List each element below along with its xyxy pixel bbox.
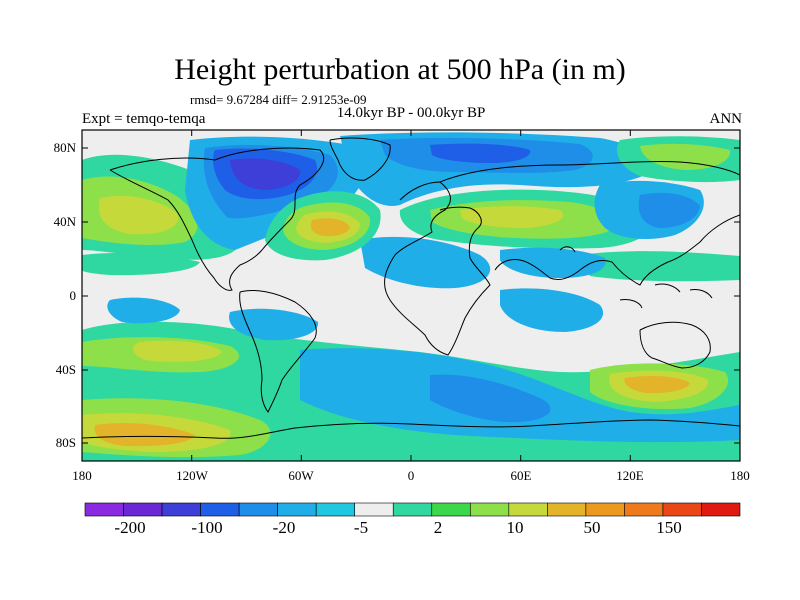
- coast-asia: [439, 161, 740, 286]
- east-pacific-negative: [107, 297, 180, 324]
- colorbar-swatch-0: [84, 502, 124, 517]
- arctic-strong-negative: [430, 143, 531, 163]
- coast-islands: [559, 246, 713, 309]
- lon-label-120e: 120E: [616, 468, 644, 483]
- colorbar-swatch-14: [624, 502, 664, 517]
- colorbar-label-50: 50: [583, 518, 601, 537]
- colorbar-swatch-12: [547, 502, 587, 517]
- south-atlantic-negative: [430, 374, 551, 423]
- lat-label-80n: 80N: [53, 140, 76, 155]
- subtropic-band: [82, 252, 200, 276]
- coast-australia: [639, 321, 711, 369]
- lon-label-180w: 180: [72, 468, 92, 483]
- colorbar-swatch-7: [354, 502, 394, 517]
- colorbar-swatch-5: [277, 502, 317, 517]
- period-label: 14.0kyr BP - 00.0kyr BP: [336, 105, 486, 121]
- atlantic-deep: [310, 218, 350, 237]
- eurasia-strong: [460, 206, 564, 228]
- experiment-label: Expt = temqo-temqa: [82, 111, 206, 127]
- lon-label-60e: 60E: [510, 468, 532, 483]
- lon-label-60w: 60W: [288, 468, 314, 483]
- australia-south-deep: [624, 375, 690, 394]
- colorbar-swatch-2: [161, 502, 201, 517]
- colorbar-label-neg200: -200: [114, 518, 146, 537]
- lat-label-40s: 40S: [55, 362, 76, 377]
- indian-ocean-negative: [500, 288, 604, 332]
- lon-label-120w: 120W: [176, 468, 208, 483]
- america-deep-negative: [230, 158, 301, 190]
- north-pacific-east-negative: [638, 192, 700, 228]
- chart-title: Height perturbation at 500 hPa (in m): [174, 53, 626, 86]
- lat-label-40n: 40N: [53, 214, 76, 229]
- colorbar-label-neg5: -5: [353, 518, 369, 537]
- lon-label-0: 0: [407, 468, 415, 483]
- antarctic-deep: [94, 423, 195, 447]
- colorbar-swatch-6: [315, 502, 356, 517]
- colorbar-label-10: 10: [506, 518, 524, 537]
- colorbar-label-2: 2: [433, 518, 443, 537]
- colorbar-swatch-10: [469, 502, 510, 517]
- colorbar-swatch-15: [662, 502, 702, 517]
- colorbar: [84, 502, 741, 517]
- south-america-negative: [229, 308, 319, 341]
- siberia-mid: [640, 143, 731, 170]
- lon-label-180e: 180: [730, 468, 750, 483]
- colorbar-swatch-11: [508, 502, 548, 517]
- stats-text: rmsd= 9.67284 diff= 2.91253e-09: [190, 92, 367, 107]
- coastlines: [82, 137, 740, 439]
- colorbar-swatch-8: [392, 502, 433, 517]
- coast-south-america: [239, 289, 317, 413]
- contour-field: [82, 130, 740, 461]
- colorbar-swatch-9: [431, 502, 471, 517]
- coast-north-america: [109, 147, 325, 291]
- south-pacific-strong: [133, 340, 222, 362]
- central-africa-negative: [360, 236, 491, 289]
- colorbar-label-150: 150: [656, 518, 682, 537]
- colorbar-swatch-4: [238, 502, 278, 517]
- coast-europe-africa: [384, 181, 491, 356]
- colorbar-swatch-16: [701, 502, 741, 517]
- lat-label-80s: 80S: [55, 435, 76, 450]
- colorbar-swatch-13: [585, 502, 625, 517]
- colorbar-swatch-1: [123, 502, 163, 517]
- coast-greenland: [329, 137, 391, 181]
- coast-antarctica: [82, 419, 740, 439]
- colorbar-label-neg100: -100: [191, 518, 223, 537]
- tick-marks: [81, 130, 741, 461]
- north-pacific-strong: [98, 195, 179, 235]
- colorbar-label-neg20: -20: [272, 518, 296, 537]
- colorbar-swatch-3: [200, 502, 240, 517]
- season-label: ANN: [709, 111, 743, 127]
- lat-label-0: 0: [69, 288, 77, 303]
